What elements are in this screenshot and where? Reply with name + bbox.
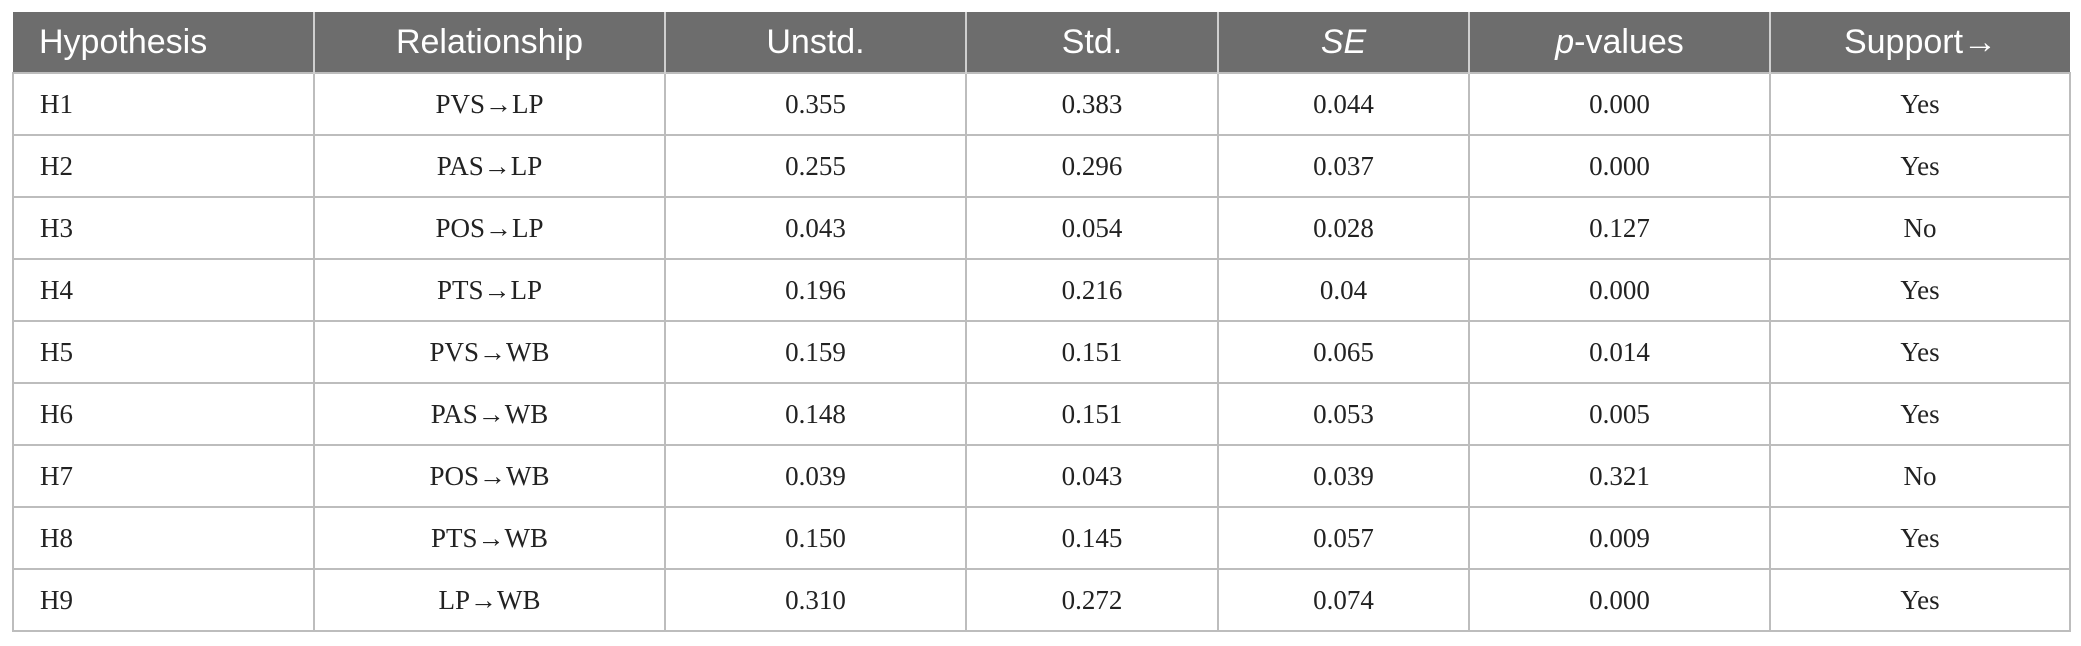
cell-support: Yes — [1769, 382, 2071, 446]
cell-support: Yes — [1769, 506, 2071, 570]
header-unstd: Unstd. — [665, 12, 967, 73]
cell-p-value: 0.321 — [1468, 444, 1771, 508]
cell-p-value: 0.000 — [1468, 72, 1771, 136]
cell-std: 0.043 — [965, 444, 1219, 508]
cell-unstd: 0.310 — [664, 568, 967, 632]
hypothesis-results-table: Hypothesis Relationship Unstd. Std. SE p… — [12, 12, 2071, 632]
cell-p-value: 0.000 — [1468, 258, 1771, 322]
cell-relationship: LP→WB — [313, 568, 666, 632]
cell-support: No — [1769, 444, 2071, 508]
cell-se: 0.039 — [1217, 444, 1470, 508]
cell-unstd: 0.150 — [664, 506, 967, 570]
cell-support: Yes — [1769, 568, 2071, 632]
cell-p-value: 0.009 — [1468, 506, 1771, 570]
cell-support: Yes — [1769, 320, 2071, 384]
cell-se: 0.037 — [1217, 134, 1470, 198]
cell-relationship: PVS→LP — [313, 72, 666, 136]
cell-unstd: 0.043 — [664, 196, 967, 260]
cell-relationship: POS→LP — [313, 196, 666, 260]
cell-unstd: 0.196 — [664, 258, 967, 322]
cell-se: 0.065 — [1217, 320, 1470, 384]
table-row: H3 POS→LP 0.043 0.054 0.028 0.127 No — [12, 196, 2071, 260]
cell-std: 0.054 — [965, 196, 1219, 260]
cell-hypothesis: H5 — [12, 320, 315, 384]
cell-unstd: 0.255 — [664, 134, 967, 198]
cell-relationship: PTS→LP — [313, 258, 666, 322]
header-p-italic: p — [1555, 22, 1575, 61]
cell-std: 0.272 — [965, 568, 1219, 632]
cell-std: 0.216 — [965, 258, 1219, 322]
cell-p-value: 0.127 — [1468, 196, 1771, 260]
cell-hypothesis: H4 — [12, 258, 315, 322]
cell-se: 0.057 — [1217, 506, 1470, 570]
header-se-label: SE — [1320, 22, 1367, 61]
cell-std: 0.151 — [965, 320, 1219, 384]
cell-p-value: 0.000 — [1468, 134, 1771, 198]
cell-p-value: 0.005 — [1468, 382, 1771, 446]
cell-support: Yes — [1769, 134, 2071, 198]
cell-unstd: 0.159 — [664, 320, 967, 384]
table-header: Hypothesis Relationship Unstd. Std. SE p… — [13, 12, 2070, 73]
table-row: H5 PVS→WB 0.159 0.151 0.065 0.014 Yes — [12, 320, 2071, 384]
cell-hypothesis: H1 — [12, 72, 315, 136]
cell-relationship: PVS→WB — [313, 320, 666, 384]
cell-std: 0.296 — [965, 134, 1219, 198]
header-std: Std. — [966, 12, 1219, 73]
cell-hypothesis: H6 — [12, 382, 315, 446]
cell-hypothesis: H2 — [12, 134, 315, 198]
header-p-values: p-values — [1469, 12, 1771, 73]
header-hypothesis: Hypothesis — [13, 12, 315, 73]
cell-relationship: PAS→WB — [313, 382, 666, 446]
cell-hypothesis: H3 — [12, 196, 315, 260]
cell-support: Yes — [1769, 72, 2071, 136]
cell-unstd: 0.039 — [664, 444, 967, 508]
header-p-rest: -values — [1574, 22, 1684, 61]
cell-support: Yes — [1769, 258, 2071, 322]
cell-relationship: PTS→WB — [313, 506, 666, 570]
table-row: H9 LP→WB 0.310 0.272 0.074 0.000 Yes — [12, 568, 2071, 632]
cell-se: 0.04 — [1217, 258, 1470, 322]
cell-relationship: PAS→LP — [313, 134, 666, 198]
table-row: H6 PAS→WB 0.148 0.151 0.053 0.005 Yes — [12, 382, 2071, 446]
table-row: H7 POS→WB 0.039 0.043 0.039 0.321 No — [12, 444, 2071, 508]
header-se: SE — [1218, 12, 1470, 73]
cell-support: No — [1769, 196, 2071, 260]
cell-p-value: 0.000 — [1468, 568, 1771, 632]
cell-hypothesis: H8 — [12, 506, 315, 570]
cell-unstd: 0.148 — [664, 382, 967, 446]
table-row: H4 PTS→LP 0.196 0.216 0.04 0.000 Yes — [12, 258, 2071, 322]
table-row: H2 PAS→LP 0.255 0.296 0.037 0.000 Yes — [12, 134, 2071, 198]
cell-std: 0.151 — [965, 382, 1219, 446]
header-relationship: Relationship — [314, 12, 666, 73]
header-support: Support→ — [1770, 12, 2070, 73]
header-row: Hypothesis Relationship Unstd. Std. SE p… — [13, 12, 2070, 73]
cell-se: 0.044 — [1217, 72, 1470, 136]
cell-unstd: 0.355 — [664, 72, 967, 136]
cell-se: 0.028 — [1217, 196, 1470, 260]
cell-se: 0.053 — [1217, 382, 1470, 446]
cell-hypothesis: H9 — [12, 568, 315, 632]
table-row: H8 PTS→WB 0.150 0.145 0.057 0.009 Yes — [12, 506, 2071, 570]
table-body: H1 PVS→LP 0.355 0.383 0.044 0.000 Yes H2 PAS→LP 0… — [12, 72, 2071, 632]
cell-relationship: POS→WB — [313, 444, 666, 508]
cell-hypothesis: H7 — [12, 444, 315, 508]
cell-std: 0.383 — [965, 72, 1219, 136]
cell-se: 0.074 — [1217, 568, 1470, 632]
table-row: H1 PVS→LP 0.355 0.383 0.044 0.000 Yes — [12, 72, 2071, 136]
cell-std: 0.145 — [965, 506, 1219, 570]
cell-p-value: 0.014 — [1468, 320, 1771, 384]
